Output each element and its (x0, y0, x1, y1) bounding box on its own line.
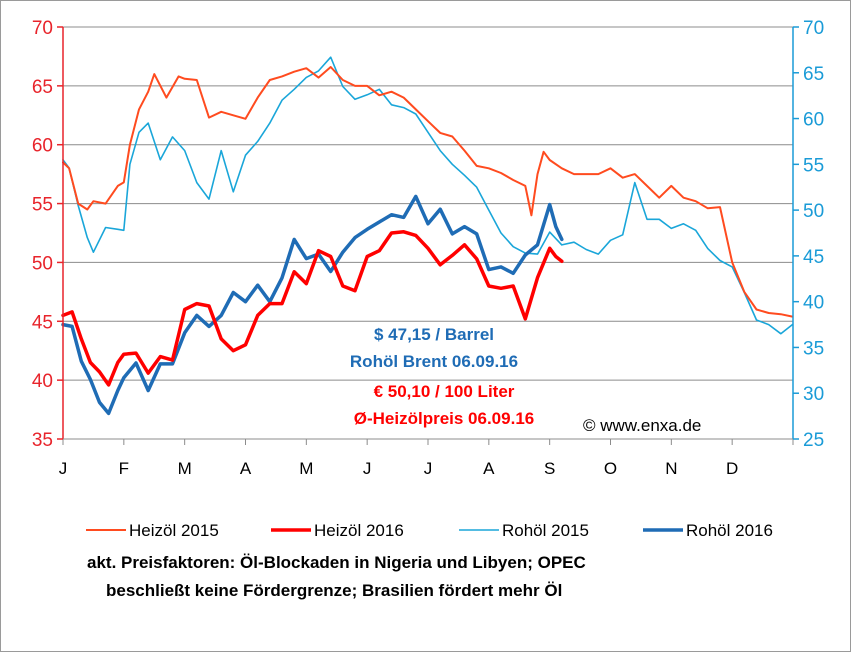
month-tick-label: M (178, 459, 192, 478)
right-axis-tick-labels: 25 30 35 40 45 50 55 60 65 70 (803, 18, 824, 451)
month-tick-label: J (363, 459, 372, 478)
right-axis-tick-label: 35 (803, 338, 824, 359)
right-axis-tick-label: 70 (803, 18, 824, 39)
left-axis-tick-label: 65 (32, 77, 53, 98)
month-tick-label: D (726, 459, 738, 478)
left-axis-tick-label: 40 (32, 371, 53, 392)
left-axis-tick-label: 45 (32, 312, 53, 333)
left-axis-tick-labels: 35 40 45 50 55 60 65 70 (32, 18, 53, 451)
month-tick-label: A (240, 459, 252, 478)
brent-price-annotation: $ 47,15 / Barrel (374, 325, 494, 344)
right-axis-tick-label: 25 (803, 430, 824, 451)
legend-label-heizoel-2015: Heizöl 2015 (129, 521, 219, 540)
price-factors-line-2: beschließt keine Fördergrenze; Brasilien… (106, 581, 562, 600)
right-axis-tick-label: 60 (803, 110, 824, 131)
legend-label-heizoel-2016: Heizöl 2016 (314, 521, 404, 540)
left-axis-tick-label: 35 (32, 430, 53, 451)
right-axis-tick-label: 45 (803, 247, 824, 268)
axes (57, 26, 799, 445)
right-axis-tick-label: 65 (803, 64, 824, 85)
right-axis-tick-label: 50 (803, 201, 824, 222)
heating-oil-price-annotation: € 50,10 / 100 Liter (374, 382, 515, 401)
heating-oil-date-annotation: Ø-Heizölpreis 06.09.16 (354, 409, 534, 428)
series-line-heizoel-2015 (62, 66, 794, 318)
month-tick-label: A (483, 459, 495, 478)
right-axis-tick-label: 55 (803, 155, 824, 176)
month-tick-label: N (665, 459, 677, 478)
series-lines (61, 56, 794, 416)
left-axis-tick-label: 60 (32, 136, 53, 157)
right-axis-tick-label: 40 (803, 293, 824, 314)
right-axis-tick-label: 30 (803, 384, 824, 405)
left-axis-tick-label: 50 (32, 253, 53, 274)
legend: Heizöl 2015 Heizöl 2016 Rohöl 2015 Rohöl… (86, 521, 773, 540)
month-tick-label: J (59, 459, 68, 478)
month-tick-label: F (119, 459, 129, 478)
brent-date-annotation: Rohöl Brent 06.09.16 (350, 352, 518, 371)
gridlines (63, 26, 793, 381)
series-line-rohoel-2015 (62, 56, 794, 335)
series-line-rohoel-2016 (61, 194, 564, 416)
month-tick-label: O (604, 459, 617, 478)
left-axis-tick-label: 55 (32, 195, 53, 216)
month-tick-label: M (299, 459, 313, 478)
credit-text: © www.enxa.de (583, 416, 701, 435)
month-tick-label: S (544, 459, 555, 478)
month-tick-label: J (424, 459, 433, 478)
legend-label-rohoel-2015: Rohöl 2015 (502, 521, 589, 540)
series-line-heizoel-2016 (61, 230, 564, 387)
price-factors-line-1: akt. Preisfaktoren: Öl-Blockaden in Nige… (87, 553, 586, 572)
left-axis-tick-label: 70 (32, 18, 53, 39)
legend-label-rohoel-2016: Rohöl 2016 (686, 521, 773, 540)
